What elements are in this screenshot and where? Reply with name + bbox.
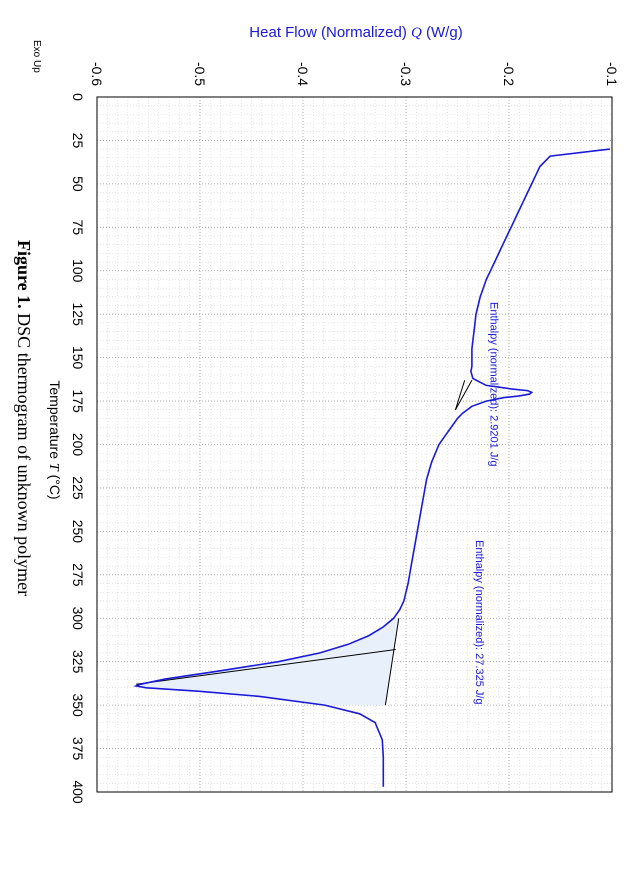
x-tick-labels: 0 25 50 75 100 125 150 175 200 225 250 275 300 325 350… [70, 93, 86, 804]
peak-2-tangent-line [136, 649, 396, 685]
x-tick-label: 300 [70, 607, 86, 631]
x-tick-label: 75 [70, 220, 86, 236]
peak-fill-area [136, 618, 399, 706]
x-tick-label: 350 [70, 693, 86, 717]
x-tick-label: 275 [70, 563, 86, 587]
x-tick-label: 375 [70, 737, 86, 761]
x-tick-label: 200 [70, 433, 86, 457]
x-tick-label: 125 [70, 303, 86, 327]
plot-frame [96, 96, 613, 793]
y-axis-label: Heat Flow (Normalized) Q (W/g) [249, 24, 462, 41]
series-curve [133, 148, 610, 787]
x-tick-label: 25 [70, 133, 86, 149]
y-tick-label: -0.5 [192, 62, 208, 86]
peak-1-baseline-line [454, 380, 466, 410]
y-tick-labels: -0.6 -0.5 -0.4 -0.3 -0.2 -0.1 [89, 62, 620, 86]
enthalpy-annotation-2: Enthalpy (normalized): 27.325 J/g [473, 540, 485, 704]
enthalpy-annotation-1: Enthalpy (normalized): 2.9201 J/g [487, 302, 499, 466]
x-tick-label: 0 [70, 93, 86, 101]
x-tick-label: 325 [70, 650, 86, 674]
peak-1-integration-line [455, 379, 473, 410]
y-tick-label: -0.3 [398, 62, 414, 86]
x-tick-label: 100 [70, 259, 86, 283]
x-axis-label: Temperature T (°C) [46, 380, 63, 499]
peak-2-baseline-line [384, 618, 400, 706]
x-tick-label: 175 [70, 389, 86, 413]
x-tick-label: 225 [70, 476, 86, 500]
peak-baselines [136, 379, 473, 706]
exo-up-label: Exo Up [31, 40, 42, 73]
x-tick-label: 250 [70, 520, 86, 544]
figure-caption: Figure 1. DSC thermogram of unknown poly… [14, 240, 34, 596]
x-tick-label: 50 [70, 176, 86, 192]
x-tick-label: 400 [70, 780, 86, 804]
y-tick-label: -0.2 [501, 62, 517, 86]
y-tick-label: -0.1 [604, 62, 620, 86]
x-tick-label: 150 [70, 346, 86, 370]
y-tick-label: -0.4 [295, 62, 311, 86]
y-tick-label: -0.6 [89, 62, 105, 86]
